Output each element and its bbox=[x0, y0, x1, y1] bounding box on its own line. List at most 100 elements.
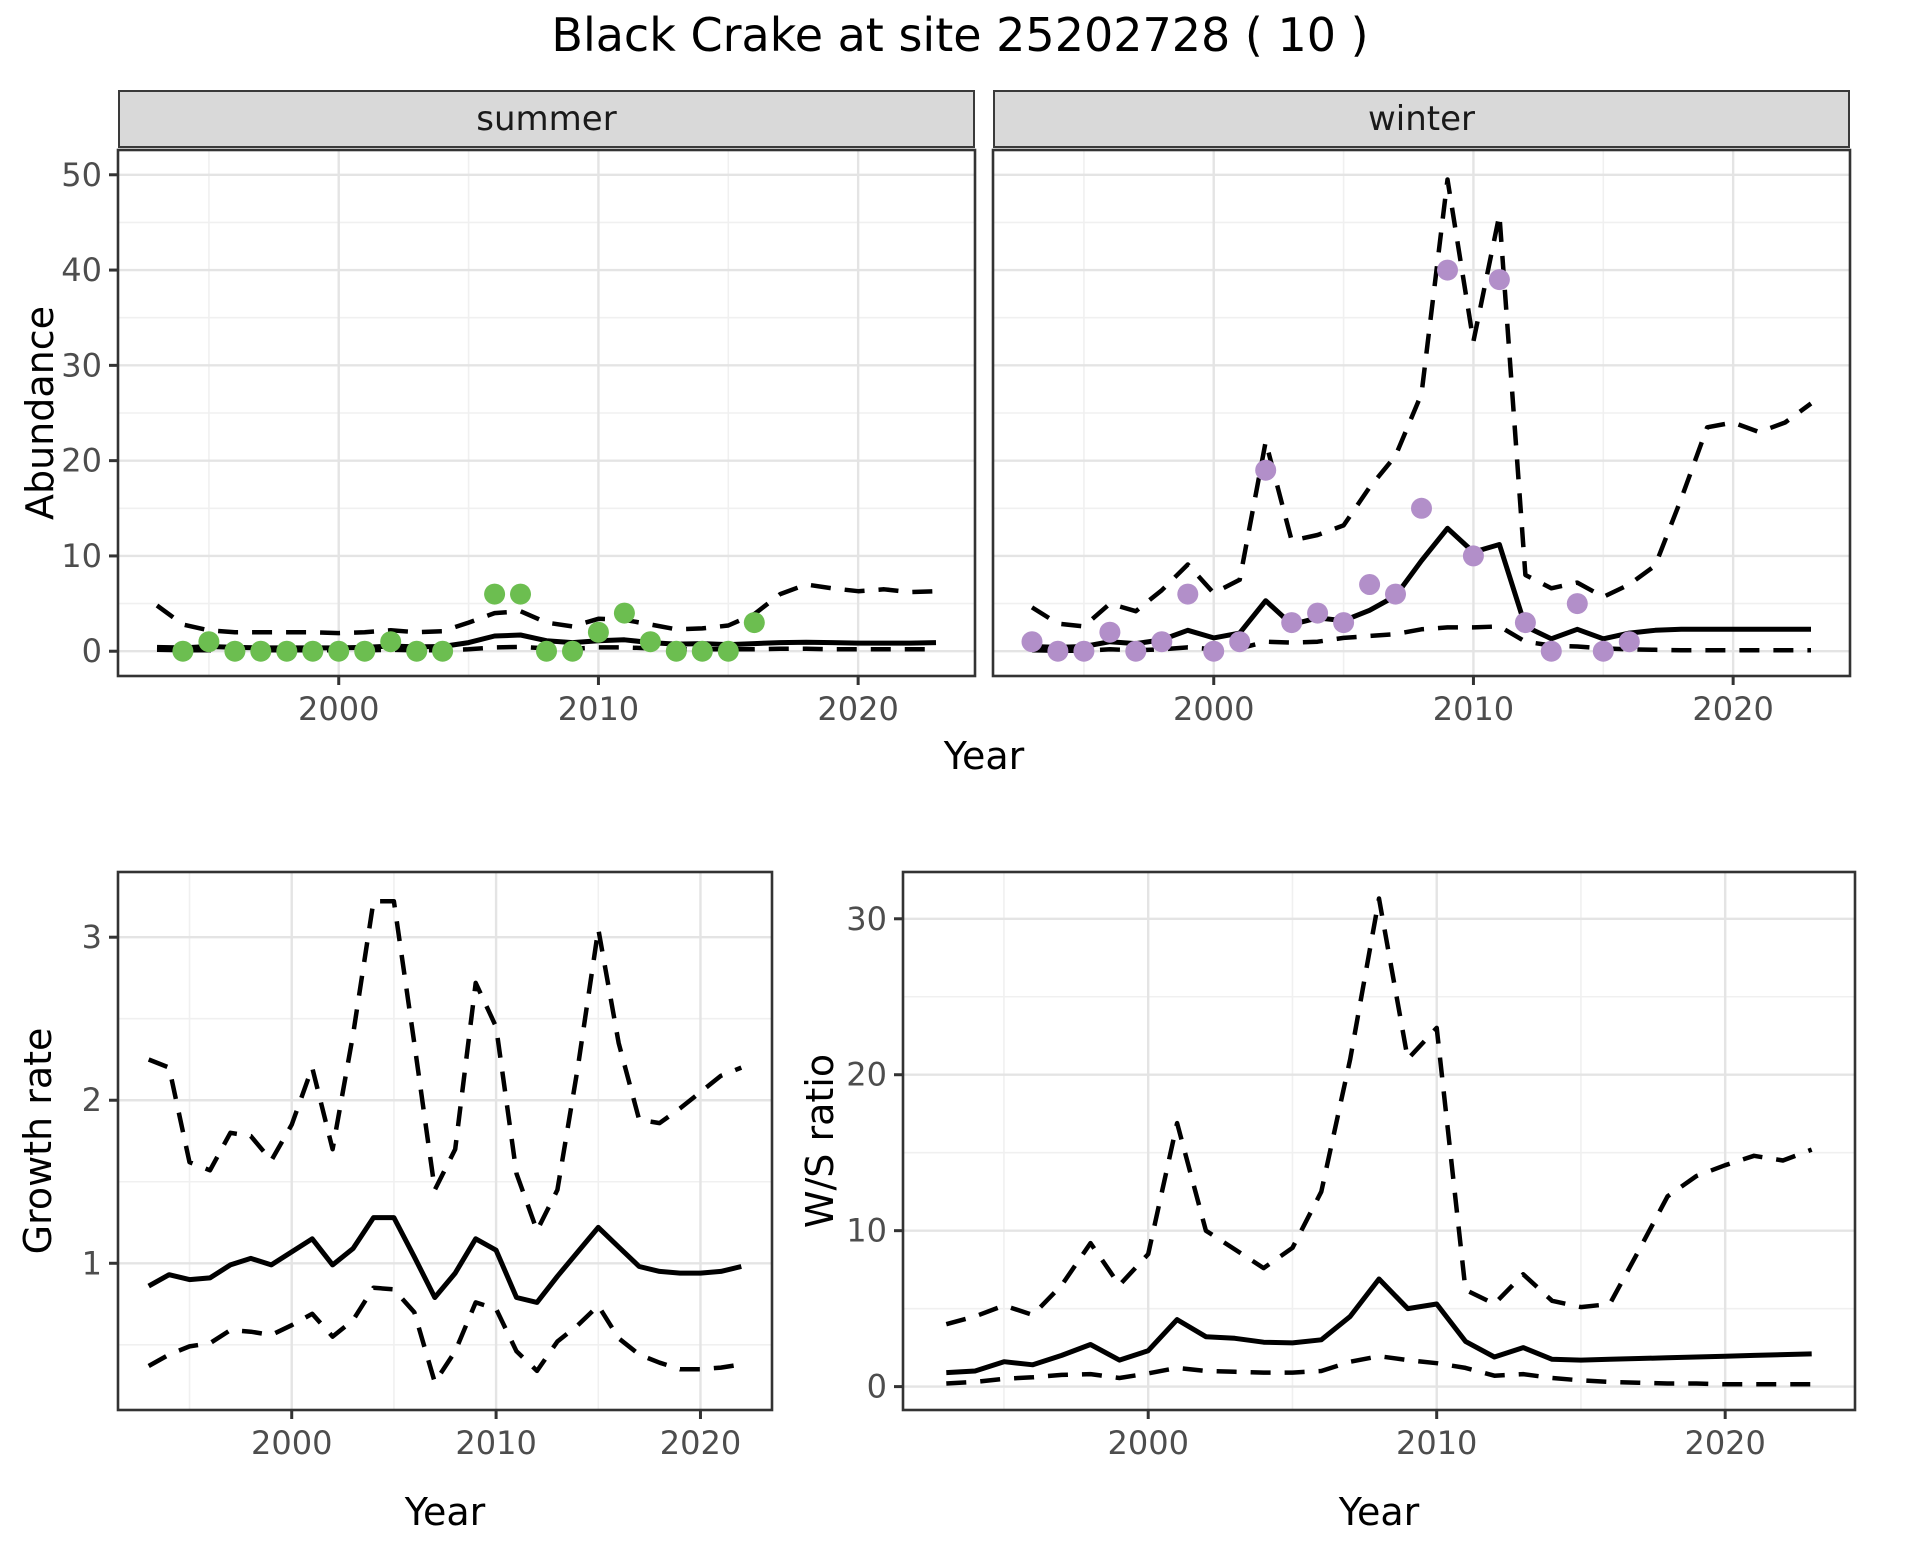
data-point bbox=[1125, 640, 1147, 662]
abundance-winter-axes: 2000 2010 2020 bbox=[1173, 676, 1774, 728]
data-point bbox=[1411, 497, 1432, 519]
observed-counts-winter bbox=[1021, 259, 1640, 662]
data-point bbox=[1385, 583, 1406, 605]
abundance-winter-panel: 2000 2010 2020 bbox=[991, 148, 1852, 728]
x-tick-label: 2020 bbox=[1684, 1424, 1765, 1462]
x-tick-label: 2010 bbox=[1433, 690, 1514, 728]
x-tick-label: 2000 bbox=[1107, 1424, 1188, 1462]
abundance-winter-grid bbox=[993, 150, 1850, 676]
data-point bbox=[328, 640, 350, 662]
ws-ratio-series bbox=[945, 896, 1813, 1387]
x-axis-title-year-bottom-left: Year bbox=[404, 1490, 486, 1534]
facet-strip-winter-label: winter bbox=[1367, 99, 1476, 139]
x-tick-label: 2000 bbox=[251, 1424, 332, 1462]
data-point bbox=[1151, 631, 1173, 653]
data-point bbox=[1333, 612, 1355, 634]
growth-rate-mean-line bbox=[147, 1215, 742, 1305]
x-tick-label: 2000 bbox=[298, 690, 379, 728]
data-point bbox=[1618, 631, 1640, 653]
data-point bbox=[1307, 602, 1329, 624]
growth-rate-border bbox=[116, 870, 774, 1412]
abundance-summer-axes: 2000 2010 2020 0 10 20 30 40 50 bbox=[61, 156, 899, 728]
abundance-winter-lower-ci-line bbox=[1031, 624, 1811, 653]
y-tick-label: 10 bbox=[846, 1212, 887, 1250]
y-tick-label: 20 bbox=[846, 1056, 887, 1094]
ws-ratio-grid bbox=[903, 872, 1855, 1410]
abundance-winter-upper-ci-line bbox=[1030, 177, 1813, 629]
data-point bbox=[1488, 269, 1510, 291]
y-tick-label: 20 bbox=[61, 442, 102, 480]
data-point bbox=[1281, 612, 1303, 634]
y-tick-label: 50 bbox=[61, 156, 102, 194]
growth-rate-axes: 2000 2010 2020 1 2 3 bbox=[82, 918, 742, 1462]
abundance-summer-upper-ci-line bbox=[155, 582, 937, 636]
data-point bbox=[1073, 640, 1095, 662]
data-point bbox=[302, 640, 324, 662]
x-tick-label: 2010 bbox=[558, 690, 639, 728]
data-point bbox=[1099, 621, 1121, 643]
facet-strip-summer: summer bbox=[118, 90, 975, 148]
abundance-summer-panel: 2000 2010 2020 0 10 20 30 40 50 bbox=[61, 148, 977, 728]
y-tick-label: 2 bbox=[82, 1081, 102, 1119]
data-point bbox=[1462, 545, 1484, 567]
y-tick-label: 3 bbox=[82, 918, 102, 956]
y-tick-label: 40 bbox=[61, 251, 102, 289]
data-point bbox=[613, 602, 635, 624]
data-point bbox=[743, 612, 765, 634]
ws-ratio-border bbox=[901, 870, 1857, 1412]
data-point bbox=[1540, 640, 1562, 662]
data-point bbox=[172, 640, 194, 662]
ws-ratio-panel: 2000 2010 2020 0 10 20 30 bbox=[846, 870, 1857, 1462]
data-point bbox=[717, 640, 739, 662]
data-point bbox=[639, 631, 661, 653]
page-title: Black Crake at site 25202728 ( 10 ) bbox=[551, 8, 1369, 62]
data-point bbox=[250, 640, 272, 662]
observed-counts-summer bbox=[172, 583, 765, 662]
growth-rate-lower-ci-line bbox=[147, 1285, 742, 1385]
abundance-winter-series bbox=[1030, 177, 1813, 653]
x-tick-label: 2010 bbox=[455, 1424, 536, 1462]
abundance-summer-border bbox=[116, 148, 977, 678]
data-point bbox=[432, 640, 454, 662]
data-point bbox=[1566, 593, 1588, 615]
facet-strip-winter: winter bbox=[993, 90, 1850, 148]
abundance-winter-border bbox=[991, 148, 1852, 678]
x-tick-label: 2020 bbox=[660, 1424, 741, 1462]
data-point bbox=[354, 640, 376, 662]
data-point bbox=[1592, 640, 1614, 662]
growth-rate-grid bbox=[118, 872, 772, 1410]
facet-strip-summer-label: summer bbox=[476, 99, 617, 139]
data-point bbox=[1437, 259, 1458, 281]
x-tick-label: 2010 bbox=[1396, 1424, 1477, 1462]
data-point bbox=[1047, 640, 1069, 662]
y-tick-label: 30 bbox=[61, 346, 102, 384]
x-tick-label: 2000 bbox=[1173, 690, 1254, 728]
y-tick-label: 30 bbox=[846, 900, 887, 938]
data-point bbox=[691, 640, 713, 662]
data-point bbox=[562, 640, 583, 662]
data-point bbox=[1514, 612, 1536, 634]
y-tick-label: 0 bbox=[867, 1368, 887, 1406]
x-tick-label: 2020 bbox=[817, 690, 898, 728]
x-axis-title-year-top: Year bbox=[943, 734, 1025, 778]
ws-ratio-axes: 2000 2010 2020 0 10 20 30 bbox=[846, 900, 1766, 1462]
data-point bbox=[1177, 583, 1199, 605]
x-tick-label: 2020 bbox=[1692, 690, 1773, 728]
data-point bbox=[1229, 631, 1251, 653]
data-point bbox=[1203, 640, 1225, 662]
data-point bbox=[1359, 574, 1381, 595]
y-tick-label: 10 bbox=[61, 537, 102, 575]
data-point bbox=[665, 640, 687, 662]
data-point bbox=[587, 621, 609, 643]
data-point bbox=[510, 583, 531, 605]
data-point bbox=[1021, 631, 1043, 653]
data-point bbox=[536, 640, 557, 662]
data-point bbox=[276, 640, 298, 662]
abundance-summer-grid bbox=[118, 150, 975, 676]
data-point bbox=[224, 640, 246, 662]
data-point bbox=[484, 583, 506, 605]
x-axis-title-year-bottom-right: Year bbox=[1338, 1490, 1420, 1534]
data-point bbox=[198, 631, 220, 653]
